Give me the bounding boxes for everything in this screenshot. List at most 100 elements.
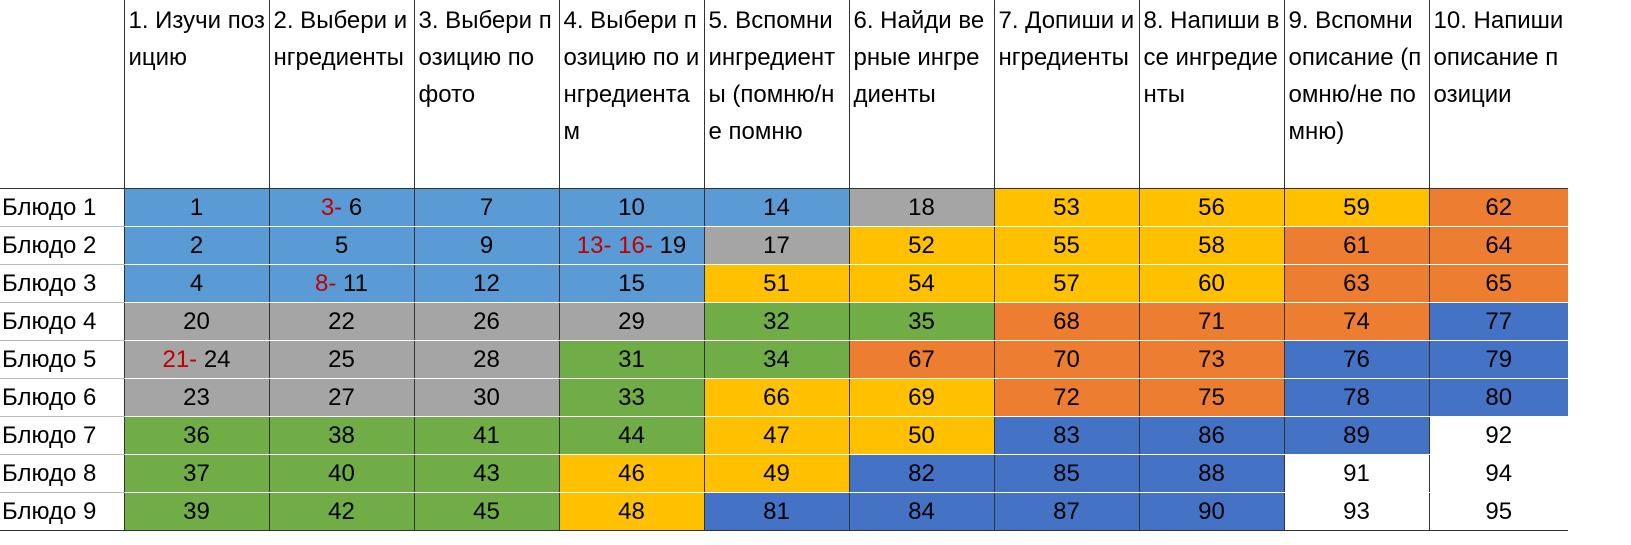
cell-value: 23 [183,384,210,411]
cell-value: 5 [334,232,349,259]
cell-value: 66 [763,384,790,411]
cell-value: 54 [908,270,935,297]
cell-value: 22 [328,308,355,335]
column-header-6: 6. Найди верные ингредиенты [848,0,994,189]
table-cell: 68 [993,302,1139,341]
table-cell: 5 [268,226,414,265]
column-header-2: 2. Выбери ингредиенты [268,0,414,189]
table-row: Блюдо 2 2 5 9 13- 16- 19 17 52 55 58 61 64 [0,226,1568,265]
table-cell: 47 [703,416,849,455]
cell-value: 88 [1198,460,1225,487]
table-cell: 1 [123,188,269,227]
table-cell: 38 [268,416,414,455]
table-cell: 78 [1283,378,1429,417]
cell-value: 42 [328,498,355,525]
table-cell: 75 [1138,378,1284,417]
table-cell: 15 [558,264,704,303]
schedule-table: 1. Изучи позицию 2. Выбери ингредиенты 3… [0,0,1568,531]
cell-value: 71 [1198,308,1225,335]
table-cell: 18 [848,188,994,227]
cell-value: 7 [479,194,494,221]
table-row: Блюдо 7 36 38 41 44 47 50 83 86 89 92 [0,416,1568,455]
cell-value: 38 [328,422,355,449]
table-cell: 33 [558,378,704,417]
row-label: Блюдо 7 [0,416,124,455]
cell-value: 74 [1343,308,1370,335]
cell-value: 39 [183,498,210,525]
cell-value: 64 [1485,232,1513,259]
cell-value: 40 [328,460,355,487]
table-cell: 30 [413,378,559,417]
table-cell: 17 [703,226,849,265]
cell-value: 58 [1198,232,1225,259]
table-cell: 64 [1428,226,1568,265]
cell-value: 95 [1485,498,1513,525]
cell-value: 50 [908,422,935,449]
table-cell: 67 [848,340,994,379]
table-cell: 83 [993,416,1139,455]
cell-value: 12 [473,270,500,297]
cell-prefix: 21- [162,346,198,373]
table-cell: 12 [413,264,559,303]
table-cell: 63 [1283,264,1429,303]
table-cell: 23 [123,378,269,417]
column-header-4: 4. Выбери позицию по ингредиентам [558,0,704,189]
row-label: Блюдо 6 [0,378,124,417]
table-cell: 60 [1138,264,1284,303]
table-cell: 95 [1428,492,1568,531]
cell-value: 86 [1198,422,1225,449]
cell-value: 84 [908,498,935,525]
cell-prefix: 3- [320,194,343,221]
cell-value: 11 [343,270,368,297]
table-cell: 25 [268,340,414,379]
table-cell: 73 [1138,340,1284,379]
cell-value: 47 [763,422,790,449]
table-row: Блюдо 1 1 3- 6 7 10 14 18 53 56 59 62 [0,188,1568,227]
table-cell: 27 [268,378,414,417]
cell-value: 69 [908,384,935,411]
cell-value: 19 [659,232,687,259]
table-cell: 92 [1428,416,1568,455]
table-cell: 82 [848,454,994,493]
table-cell: 46 [558,454,704,493]
table-cell: 32 [703,302,849,341]
cell-value: 4 [189,270,204,297]
cell-value: 1 [189,194,204,221]
table-row: Блюдо 8 37 40 43 46 49 82 85 88 91 94 [0,454,1568,493]
table-cell: 10 [558,188,704,227]
table-cell: 35 [848,302,994,341]
cell-value: 29 [618,308,645,335]
table-cell: 88 [1138,454,1284,493]
table-cell: 36 [123,416,269,455]
cell-value: 14 [763,194,790,221]
table-cell: 94 [1428,454,1568,493]
corner-cell [0,0,124,189]
cell-value: 20 [183,308,210,335]
table-cell: 31 [558,340,704,379]
table-cell: 51 [703,264,849,303]
table-cell: 39 [123,492,269,531]
column-header-9: 9. Вспомни описание (помню/не помню) [1283,0,1429,189]
table-cell: 85 [993,454,1139,493]
cell-value: 45 [473,498,500,525]
cell-value: 53 [1053,194,1080,221]
table-cell: 13- 16- 19 [558,226,704,265]
table-cell: 2 [123,226,269,265]
table-cell: 52 [848,226,994,265]
cell-value: 25 [328,346,355,373]
table-cell: 89 [1283,416,1429,455]
table-cell: 62 [1428,188,1568,227]
table-cell: 71 [1138,302,1284,341]
cell-value: 63 [1343,270,1370,297]
table-row: Блюдо 4 20 22 26 29 32 35 68 71 74 77 [0,302,1568,341]
cell-value: 43 [473,460,500,487]
cell-value: 41 [473,422,500,449]
table-cell: 37 [123,454,269,493]
cell-value: 17 [763,232,790,259]
cell-value: 56 [1198,194,1225,221]
table-cell: 80 [1428,378,1568,417]
cell-value: 32 [763,308,790,335]
table-cell: 84 [848,492,994,531]
cell-value: 78 [1343,384,1370,411]
row-label: Блюдо 9 [0,492,124,531]
